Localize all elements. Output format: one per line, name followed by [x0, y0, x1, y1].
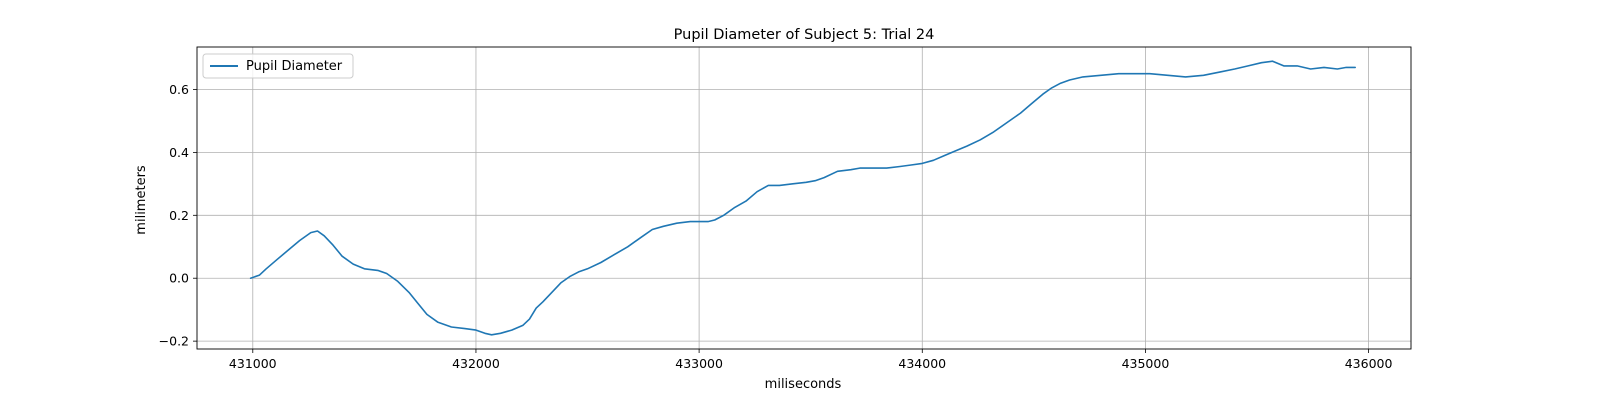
y-tick-label: −0.2 — [159, 334, 189, 349]
x-tick-label: 435000 — [1122, 356, 1170, 371]
series-line-pupil-diameter — [249, 60, 1356, 336]
plot-area — [249, 60, 1356, 336]
x-tick-label: 436000 — [1345, 356, 1393, 371]
y-tick-label: 0.0 — [169, 271, 189, 286]
chart-title: Pupil Diameter of Subject 5: Trial 24 — [674, 27, 935, 43]
x-axis-label: miliseconds — [765, 377, 842, 392]
grid — [197, 47, 1411, 349]
legend-label-pupil-diameter: Pupil Diameter — [246, 59, 343, 74]
x-tick-label: 434000 — [898, 356, 946, 371]
legend-box — [202, 53, 354, 79]
y-axis: −0.2 0.0 0.2 0.4 0.6 — [159, 82, 197, 349]
legend: Pupil Diameter — [202, 53, 354, 79]
y-axis-label: milimeters — [134, 165, 149, 235]
x-tick-label: 431000 — [229, 356, 277, 371]
y-tick-label: 0.2 — [169, 208, 189, 223]
y-tick-label: 0.4 — [169, 145, 189, 160]
x-axis: 431000 432000 433000 434000 435000 436000 — [229, 349, 1393, 371]
x-tick-label: 433000 — [675, 356, 723, 371]
y-tick-label: 0.6 — [169, 82, 189, 97]
x-tick-label: 432000 — [452, 356, 500, 371]
plot-frame — [196, 46, 1412, 350]
